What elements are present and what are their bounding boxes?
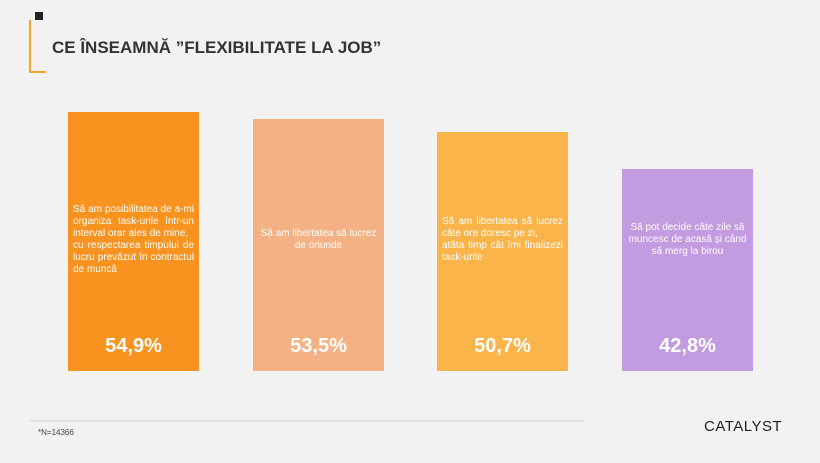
- bar-category-label: Să am libertatea să lucrez câte ore dore…: [442, 216, 563, 263]
- footnote: *N=14366: [38, 428, 74, 437]
- value-label: 42,8%: [659, 335, 716, 357]
- value-label: 53,5%: [290, 335, 347, 357]
- bar-category-label: Să pot decide câte zile să muncesc de ac…: [628, 222, 747, 257]
- bracket: [29, 20, 46, 73]
- logo: CATALYST: [704, 418, 783, 435]
- bar: [622, 169, 753, 371]
- value-label: 54,9%: [105, 335, 162, 357]
- bar: [253, 118, 384, 371]
- bar: [437, 131, 568, 371]
- value-label: 50,7%: [474, 335, 531, 357]
- bar-category-label: Să am posibilitatea de a-mi organiza tas…: [73, 204, 194, 275]
- bar-category-label: Să am libertatea să lucrez de oriunde: [260, 228, 377, 251]
- chart-title: CE ÎNSEAMNĂ ”FLEXIBILITATE LA JOB”: [52, 38, 382, 57]
- bar: [68, 112, 199, 371]
- icon: [35, 12, 43, 20]
